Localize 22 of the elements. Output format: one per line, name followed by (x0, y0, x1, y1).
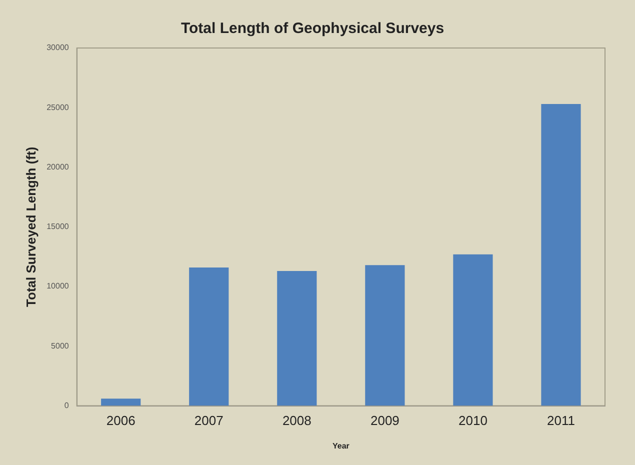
y-tick-label: 10000 (46, 282, 70, 291)
x-tick-label: 2008 (282, 413, 312, 428)
y-tick-label: 0 (64, 401, 70, 410)
x-tick-label: 2010 (458, 413, 488, 428)
y-axis-title: Total Surveyed Length (ft) (23, 146, 38, 307)
chart-title: Total Length of Geophysical Surveys (180, 20, 444, 38)
bar (541, 104, 581, 406)
y-tick-label: 20000 (46, 162, 70, 172)
x-tick-label: 2006 (106, 413, 136, 428)
bar (365, 265, 405, 406)
y-tick-label: 25000 (46, 102, 70, 112)
y-tick-label: 30000 (46, 43, 70, 52)
bar (101, 398, 141, 406)
x-tick-label: 2007 (194, 413, 224, 428)
x-axis-title: Year (332, 441, 350, 450)
y-tick-label: 5000 (51, 341, 70, 350)
x-tick-label: 2011 (547, 413, 575, 428)
bar (189, 267, 229, 406)
y-tick-label: 15000 (46, 222, 70, 232)
x-tick-label: 2009 (370, 413, 400, 428)
bar (453, 254, 493, 406)
bar (277, 271, 317, 406)
